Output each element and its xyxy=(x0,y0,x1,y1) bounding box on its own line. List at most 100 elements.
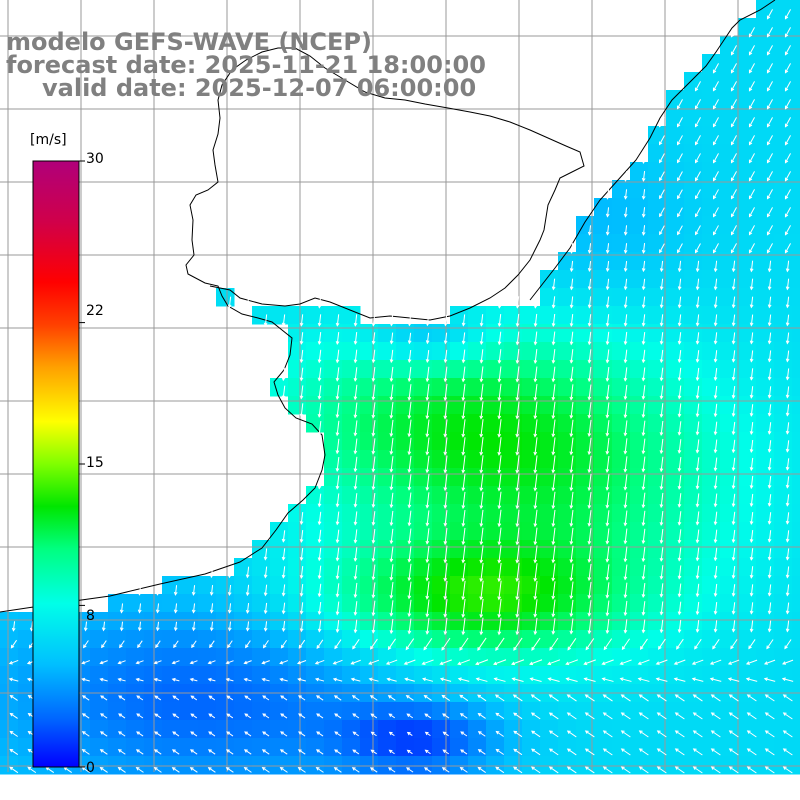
wind-arrow xyxy=(479,437,484,456)
wind-speed-cell xyxy=(630,576,649,595)
wind-arrow xyxy=(461,455,466,474)
wind-arrow xyxy=(353,564,358,581)
wind-arrow xyxy=(352,749,360,755)
wind-arrow xyxy=(461,491,466,510)
wind-arrow xyxy=(493,677,506,682)
wind-arrow xyxy=(623,189,628,200)
wind-arrow xyxy=(515,527,520,546)
wind-arrow xyxy=(479,509,484,528)
wind-speed-cell xyxy=(612,198,631,217)
wind-speed-cell xyxy=(792,342,800,361)
wind-arrow xyxy=(712,639,720,650)
wind-speed-cell xyxy=(342,594,361,613)
wind-speed-cell xyxy=(774,504,793,523)
wind-speed-cell xyxy=(720,72,739,91)
wind-speed-cell xyxy=(216,612,235,631)
wind-speed-cell xyxy=(630,180,649,199)
wind-speed-cell xyxy=(594,612,613,631)
wind-arrow xyxy=(99,660,108,665)
wind-speed-cell xyxy=(720,486,739,505)
wind-arrow xyxy=(584,748,595,756)
wind-arrow xyxy=(406,767,414,773)
wind-arrow xyxy=(569,473,574,492)
wind-speed-cell xyxy=(594,540,613,559)
wind-arrow xyxy=(677,385,682,400)
wind-arrow xyxy=(764,748,775,756)
wind-arrow xyxy=(533,348,538,364)
wind-speed-cell xyxy=(288,576,307,595)
wind-arrow xyxy=(299,367,304,382)
wind-arrow xyxy=(189,660,198,665)
wind-arrow xyxy=(641,438,646,455)
wind-speed-cell xyxy=(648,666,667,685)
wind-arrow xyxy=(385,659,398,665)
wind-speed-cell xyxy=(612,540,631,559)
wind-arrow xyxy=(479,527,484,546)
wind-arrow xyxy=(405,695,414,701)
wind-arrow xyxy=(225,660,234,665)
wind-speed-cell xyxy=(432,594,451,613)
wind-arrow xyxy=(475,677,488,682)
wind-arrow xyxy=(569,599,574,618)
wind-speed-cell xyxy=(774,198,793,217)
wind-arrow xyxy=(479,580,484,601)
wind-speed-cell xyxy=(666,558,685,577)
wind-speed-cell xyxy=(558,522,577,541)
wind-arrow xyxy=(425,618,430,635)
wind-speed-cell xyxy=(486,486,505,505)
wind-speed-cell xyxy=(720,198,739,217)
wind-arrow xyxy=(497,419,502,438)
wind-arrow xyxy=(674,712,685,720)
wind-speed-cell xyxy=(450,558,469,577)
wind-speed-cell xyxy=(216,648,235,667)
wind-speed-cell xyxy=(504,486,523,505)
wind-speed-cell xyxy=(630,306,649,325)
wind-speed-cell xyxy=(684,378,703,397)
wind-arrow xyxy=(172,713,180,719)
wind-speed-cell xyxy=(774,378,793,397)
wind-speed-cell xyxy=(684,468,703,487)
wind-speed-cell xyxy=(774,216,793,235)
wind-arrow xyxy=(425,332,430,345)
wind-speed-cell xyxy=(378,378,397,397)
wind-arrow xyxy=(171,749,180,755)
wind-arrow xyxy=(407,563,412,582)
wind-speed-cell xyxy=(630,378,649,397)
wind-arrow xyxy=(785,512,790,525)
wind-arrow xyxy=(227,296,232,309)
wind-speed-cell xyxy=(504,612,523,631)
wind-arrow xyxy=(406,731,413,736)
wind-arrow xyxy=(515,580,520,601)
wind-speed-cell xyxy=(234,666,253,685)
wind-arrow xyxy=(81,660,90,665)
wind-arrow xyxy=(767,332,772,345)
wind-arrow xyxy=(587,492,592,509)
wind-arrow xyxy=(171,677,180,682)
wind-speed-cell xyxy=(630,234,649,253)
wind-arrow xyxy=(730,207,737,218)
wind-arrow xyxy=(495,730,504,737)
wind-arrow xyxy=(713,332,718,345)
wind-arrow xyxy=(583,659,596,666)
wind-speed-cell xyxy=(414,432,433,451)
wind-arrow xyxy=(677,135,683,146)
wind-arrow xyxy=(153,660,162,665)
wind-speed-cell xyxy=(378,612,397,631)
wind-arrow xyxy=(605,582,610,599)
wind-speed-cell xyxy=(558,396,577,415)
wind-speed-cell xyxy=(90,648,109,667)
wind-arrow xyxy=(551,278,556,291)
wind-arrow xyxy=(531,748,541,756)
wind-arrow xyxy=(785,530,790,543)
wind-arrow xyxy=(332,659,343,665)
wind-arrow xyxy=(281,548,286,561)
wind-arrow xyxy=(749,511,754,526)
wind-arrow xyxy=(335,529,340,544)
wind-arrow xyxy=(656,694,667,702)
wind-arrow xyxy=(530,766,541,774)
wind-arrow xyxy=(587,581,592,600)
wind-speed-cell xyxy=(792,234,800,253)
wind-speed-cell xyxy=(684,666,703,685)
wind-arrow xyxy=(407,384,412,401)
wind-arrow xyxy=(317,493,322,508)
